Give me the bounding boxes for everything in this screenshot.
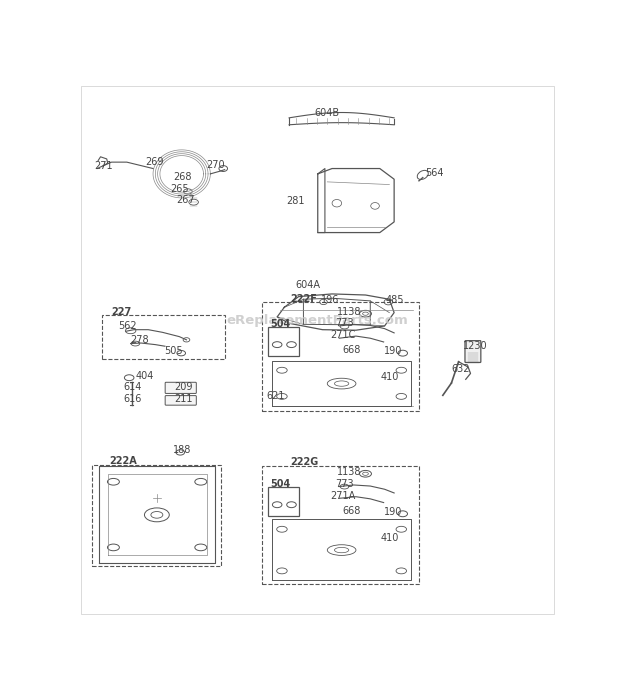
Text: 269: 269 [145,157,164,166]
Text: 632: 632 [451,365,470,374]
Text: 485: 485 [386,295,404,305]
Text: 404: 404 [135,371,154,380]
Text: 562: 562 [118,321,137,331]
Text: 1230: 1230 [463,341,488,351]
Text: 268: 268 [174,172,192,182]
Text: 281: 281 [286,196,305,206]
Text: 614: 614 [123,383,141,392]
Text: 222A: 222A [109,456,137,466]
Bar [262,466,420,584]
Text: 773: 773 [335,318,354,328]
Text: 504: 504 [270,480,290,489]
Bar [262,302,420,412]
Text: 604B: 604B [314,107,340,118]
Text: 504: 504 [270,319,290,329]
Text: 190: 190 [384,346,402,356]
FancyBboxPatch shape [465,341,481,362]
Text: 1138: 1138 [337,467,361,477]
Text: 604A: 604A [295,281,321,290]
FancyBboxPatch shape [165,383,197,394]
Text: 265: 265 [170,184,189,194]
Text: 621: 621 [266,392,285,401]
Text: 222F: 222F [291,294,317,304]
Bar [268,487,299,516]
Text: 271A: 271A [330,491,355,500]
Text: 271: 271 [94,161,113,171]
Text: 209: 209 [175,383,193,392]
Text: 222G: 222G [291,457,319,467]
Text: 773: 773 [335,479,354,489]
Text: eReplacementParts.com: eReplacementParts.com [227,314,409,327]
Text: 190: 190 [384,507,402,517]
Text: 227: 227 [112,306,132,317]
Bar [102,315,225,358]
Text: 196: 196 [321,295,340,305]
Text: 668: 668 [342,345,360,355]
Text: 271C: 271C [330,330,355,340]
Text: 616: 616 [123,394,141,404]
Text: 564: 564 [426,168,444,178]
Text: 211: 211 [175,394,193,404]
Bar [268,327,299,356]
Text: 188: 188 [172,446,191,455]
FancyBboxPatch shape [165,396,197,405]
Bar [92,465,221,566]
Text: 270: 270 [206,160,225,170]
Text: 267: 267 [177,195,195,205]
Text: 668: 668 [342,506,360,516]
Text: 410: 410 [381,533,399,543]
Text: 278: 278 [131,335,149,345]
Text: 505: 505 [164,346,183,356]
Text: 410: 410 [381,372,399,382]
Text: 1138: 1138 [337,306,361,317]
